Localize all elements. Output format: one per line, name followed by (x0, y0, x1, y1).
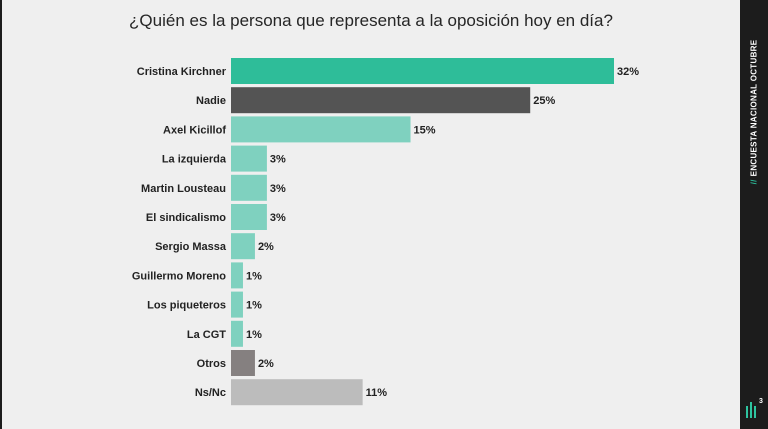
value-label-los-piqueteros: 1% (246, 300, 262, 312)
bar-sergio-massa (231, 233, 255, 260)
value-label-otros: 2% (258, 358, 274, 370)
value-label-el-sindicalismo: 3% (270, 212, 286, 224)
category-label-sergio-massa: Sergio Massa (155, 241, 227, 253)
bar-cristina-kirchner (231, 58, 614, 84)
category-label-el-sindicalismo: El sindicalismo (146, 212, 226, 224)
category-label-cristina-kirchner: Cristina Kirchner (137, 66, 227, 78)
bar-guillermo-moreno (231, 262, 243, 289)
value-label-la-cgt: 1% (246, 329, 262, 341)
chart-slide: ¿Quién es la persona que representa a la… (2, 0, 740, 429)
category-label-otros: Otros (197, 358, 226, 370)
category-label-nadie: Nadie (196, 95, 226, 107)
value-label-guillermo-moreno: 1% (246, 270, 262, 282)
value-label-ns-nc: 11% (366, 387, 388, 399)
category-label-axel-kicillof: Axel Kicillof (163, 124, 226, 136)
logo-superscript: 3 (759, 398, 763, 405)
bar-ns-nc (231, 379, 363, 406)
bar-el-sindicalismo (231, 204, 267, 230)
brand-logo-icon: 3 (746, 398, 766, 418)
bar-los-piqueteros (231, 291, 243, 318)
category-label-martin-lousteau: Martin Lousteau (141, 183, 226, 195)
value-label-la-izquierda: 3% (270, 154, 286, 166)
bar-nadie (231, 87, 531, 114)
slash-mark: // (749, 179, 759, 185)
chart-title: ¿Quién es la persona que representa a la… (129, 11, 613, 30)
category-label-los-piqueteros: Los piqueteros (147, 300, 226, 312)
bar-la-izquierda (231, 145, 267, 172)
bar-la-cgt (231, 320, 243, 347)
value-label-sergio-massa: 2% (258, 241, 274, 253)
sidebar: // ENCUESTA NACIONAL OCTUBRE 3 (740, 0, 768, 429)
value-label-martin-lousteau: 3% (270, 183, 286, 195)
category-label-ns-nc: Ns/Nc (195, 387, 226, 399)
bar-chart: Cristina Kirchner 32% Nadie 25% Axel Kicillo… (132, 58, 639, 406)
value-label-cristina-kirchner: 32% (617, 66, 639, 78)
category-label-guillermo-moreno: Guillermo Moreno (132, 270, 226, 282)
category-label-la-izquierda: La izquierda (162, 154, 227, 166)
category-label-la-cgt: La CGT (187, 329, 226, 341)
bar-otros (231, 350, 255, 376)
bar-martin-lousteau (231, 174, 267, 201)
survey-label: // ENCUESTA NACIONAL OCTUBRE (750, 40, 759, 185)
bar-axel-kicillof (231, 116, 411, 143)
survey-label-text: ENCUESTA NACIONAL OCTUBRE (749, 39, 759, 177)
value-label-nadie: 25% (533, 95, 555, 107)
value-label-axel-kicillof: 15% (414, 124, 436, 136)
